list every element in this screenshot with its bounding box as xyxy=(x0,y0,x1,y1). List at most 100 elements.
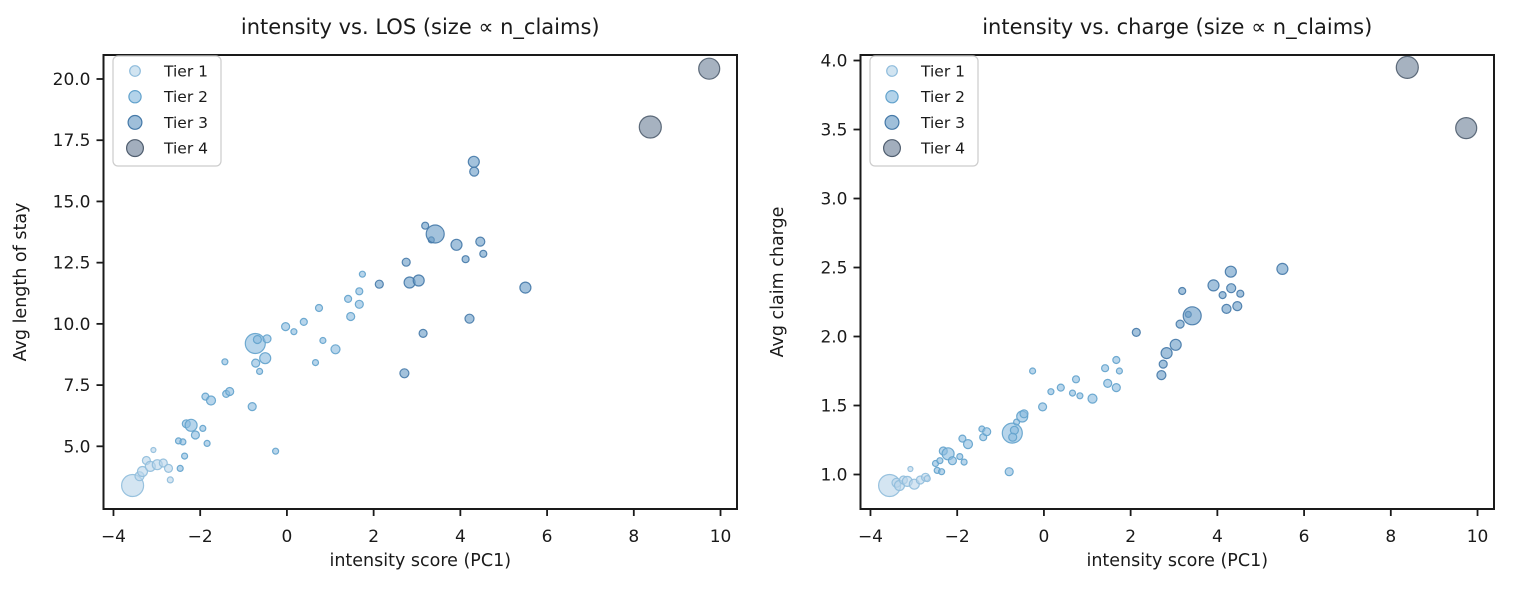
y-tick-label: 2.5 xyxy=(820,259,847,279)
y-tick-label: 1.0 xyxy=(820,466,847,486)
legend-label: Tier 2 xyxy=(163,88,208,106)
scatter-point-tier-3 xyxy=(1160,347,1173,360)
scatter-point-tier-2 xyxy=(358,270,366,278)
legend-marker-tier-4 xyxy=(882,139,901,158)
scatter-point-tier-2 xyxy=(1004,467,1014,477)
scatter-point-tier-2 xyxy=(1112,355,1121,365)
scatter-point-tier-2 xyxy=(936,457,944,465)
scatter-point-tier-2 xyxy=(221,358,229,366)
scatter-point-tier-3 xyxy=(1175,319,1185,329)
scatter-point-tier-2 xyxy=(1019,409,1029,419)
scatter-point-tier-3 xyxy=(1236,289,1245,298)
scatter-point-tier-2 xyxy=(205,395,217,406)
scatter-point-tier-2 xyxy=(190,430,200,440)
scatter-point-tier-3 xyxy=(374,279,384,289)
y-axis-label: Avg length of stay xyxy=(11,203,31,362)
y-tick-label: 3.0 xyxy=(820,190,847,210)
scatter-plot-los: −4 −2 0 2 4 6 8 10 5.0 7.5 10.0 12.5 15.0 17.5 20.0 int… xyxy=(11,15,738,571)
axes-frame xyxy=(102,54,738,510)
x-tick-label: 2 xyxy=(1125,527,1136,547)
scatter-point-tier-2 xyxy=(311,359,320,367)
scatter-point-tier-2 xyxy=(225,386,235,397)
x-tick-label: −4 xyxy=(101,527,126,547)
legend-box xyxy=(869,55,979,167)
scatter-point-tier-2 xyxy=(247,402,257,412)
scatter-point-tier-3 xyxy=(1131,327,1141,337)
scatter-point-tier-2 xyxy=(1068,389,1077,397)
scatter-point-tier-2 xyxy=(1071,375,1081,384)
scatter-point-tier-2 xyxy=(299,317,308,326)
y-tick-label: 4.0 xyxy=(820,52,847,72)
y-tick-label: 3.5 xyxy=(820,121,847,141)
x-tick-label: 6 xyxy=(1299,527,1310,547)
scatter-point-tier-2 xyxy=(1101,364,1110,373)
scatter-point-tier-1 xyxy=(150,446,157,454)
x-tick-label: 10 xyxy=(1467,527,1489,547)
scatter-point-tier-2 xyxy=(354,299,364,309)
scatter-point-tier-4 xyxy=(698,57,721,80)
legend-marker-tier-3 xyxy=(884,114,900,130)
y-tick-label: 17.5 xyxy=(53,131,91,151)
scatter-point-tier-3 xyxy=(1221,303,1232,314)
scatter-point-tier-2 xyxy=(982,427,992,437)
scatter-point-tier-2 xyxy=(319,336,327,345)
x-tick-label: 0 xyxy=(282,527,293,547)
y-tick-label: 20.0 xyxy=(53,70,91,90)
scatter-point-tier-2 xyxy=(176,464,184,472)
x-tick-label: 0 xyxy=(1039,527,1050,547)
scatter-point-tier-3 xyxy=(1156,370,1167,381)
scatter-point-tier-1 xyxy=(923,475,931,483)
scatter-point-tier-2 xyxy=(1056,383,1065,392)
scatter-point-tier-3 xyxy=(469,166,480,177)
legend-label: Tier 3 xyxy=(163,114,208,132)
scatter-point-tier-2 xyxy=(199,424,207,432)
scatter-point-tier-3 xyxy=(1182,306,1202,326)
scatter-point-tier-2 xyxy=(962,439,974,450)
legend-marker-tier-3 xyxy=(127,114,143,130)
scatter-point-tier-1 xyxy=(158,458,168,468)
scatter-point-tier-2 xyxy=(346,311,356,322)
y-tick-label: 7.5 xyxy=(63,376,90,396)
scatter-point-tier-2 xyxy=(262,334,272,344)
scatter-point-tier-2 xyxy=(1076,392,1084,400)
scatter-point-tier-2 xyxy=(938,468,946,476)
scatter-point-tier-2 xyxy=(181,452,189,460)
y-tick-label: 10.0 xyxy=(53,315,91,335)
scatter-point-tier-2 xyxy=(281,322,291,332)
legend-marker-tier-1 xyxy=(129,65,141,77)
legend-label: Tier 1 xyxy=(920,63,965,81)
scatter-point-tier-2 xyxy=(252,334,262,345)
scatter-point-tier-3 xyxy=(418,328,428,338)
x-tick-label: −2 xyxy=(188,527,213,547)
scatter-point-tier-1 xyxy=(163,463,174,473)
scatter-point-tier-2 xyxy=(947,456,957,466)
scatter-point-tier-2 xyxy=(1111,383,1121,393)
scatter-point-tier-2 xyxy=(1087,393,1098,404)
legend-label: Tier 4 xyxy=(163,140,208,158)
panel-intensity-vs-charge: −4 −2 0 2 4 6 8 10 1.0 1.5 2.0 2.5 3.0 3.5 4.0 intensit… xyxy=(757,0,1514,586)
scatter-point-tier-3 xyxy=(519,281,532,294)
scatter-point-tier-2 xyxy=(1029,367,1037,375)
scatter-point-tier-1 xyxy=(136,465,149,478)
scatter-plot-charge: −4 −2 0 2 4 6 8 10 1.0 1.5 2.0 2.5 3.0 3.5 4.0 intensit… xyxy=(768,15,1495,571)
scatter-point-tier-3 xyxy=(1178,286,1187,296)
x-tick-label: 4 xyxy=(455,527,466,547)
scatter-point-tier-2 xyxy=(256,367,264,375)
x-tick-label: 4 xyxy=(1212,527,1223,547)
y-tick-label: 1.5 xyxy=(820,397,847,417)
scatter-point-tier-2 xyxy=(956,453,964,461)
scatter-point-tier-2 xyxy=(259,352,272,365)
scatter-point-tier-2 xyxy=(344,294,353,303)
scatter-point-tier-3 xyxy=(450,238,463,251)
scatter-point-tier-2 xyxy=(314,303,324,313)
scatter-point-tier-2 xyxy=(355,287,364,296)
y-tick-label: 2.0 xyxy=(820,328,847,348)
scatter-point-tier-4 xyxy=(1455,117,1478,140)
scatter-point-tier-3 xyxy=(479,249,488,258)
scatter-point-tier-2 xyxy=(184,418,198,432)
scatter-point-tier-2 xyxy=(1115,367,1123,375)
y-tick-label: 15.0 xyxy=(53,192,91,212)
x-tick-label: −2 xyxy=(945,527,970,547)
legend-box xyxy=(112,55,222,167)
